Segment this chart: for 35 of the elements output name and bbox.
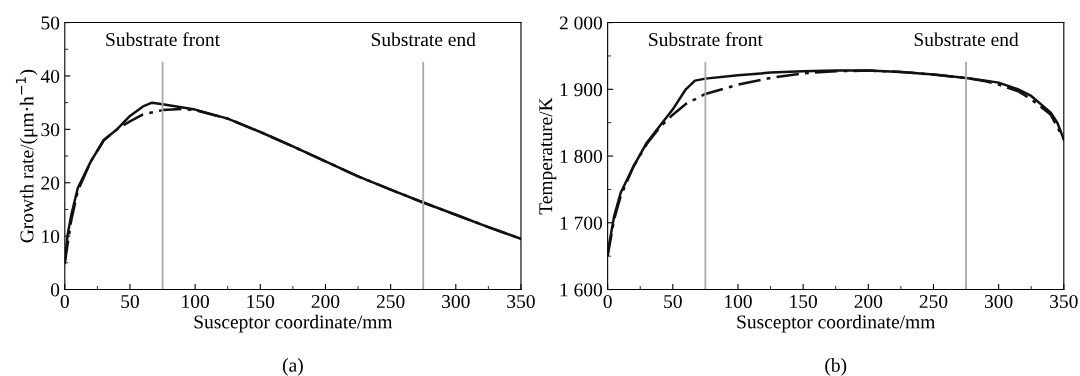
y-tick-label: 2 000 [559,16,603,30]
y-tick-label: 40 [40,69,60,83]
ref-line-label: Substrate front [649,32,763,47]
x-tick-label: 100 [725,294,752,309]
x-tick-label: 50 [664,294,682,309]
y-axis-title: Growth rate/(μm·h$^{−1}$) [15,69,38,243]
text: (b) [825,358,847,376]
y-tick-label: 30 [41,123,60,137]
y-tick-label: 10 [42,229,60,244]
ref-line-label: Substrate front [106,32,220,47]
y-tick-label: 1 900 [560,83,603,97]
x-tick-label: 200 [311,294,340,309]
text: (a) [282,358,303,376]
y-tick-label: 1 800 [560,149,603,163]
y-tick-label: 1 700 [560,216,603,230]
x-tick-label: 50 [121,294,139,309]
x-tick-label: 150 [790,294,817,309]
x-axis-title: Susceptor coordinate/mm [737,314,936,333]
x-tick-label: 250 [919,294,948,309]
x-tick-label: 350 [1050,294,1078,309]
ref-line-label: Substrate end [914,32,1019,47]
x-tick-label: 300 [442,294,470,309]
x-tick-label: 350 [507,294,535,309]
y-tick-label: 0 [50,283,60,297]
x-tick-label: 150 [247,294,275,309]
x-tick-label: 250 [376,294,405,309]
y-axis-title: Temperature/K [539,97,557,215]
y-tick-label: 50 [41,16,60,30]
ref-line-label: Substrate end [371,32,476,47]
x-tick-label: 200 [854,294,883,309]
x-tick-label: 300 [984,294,1013,309]
y-tick-label: 1 600 [560,283,603,297]
y-tick-label: 20 [41,176,60,190]
x-tick-label: 100 [182,294,209,309]
x-axis-title: Susceptor coordinate/mm [194,314,393,333]
